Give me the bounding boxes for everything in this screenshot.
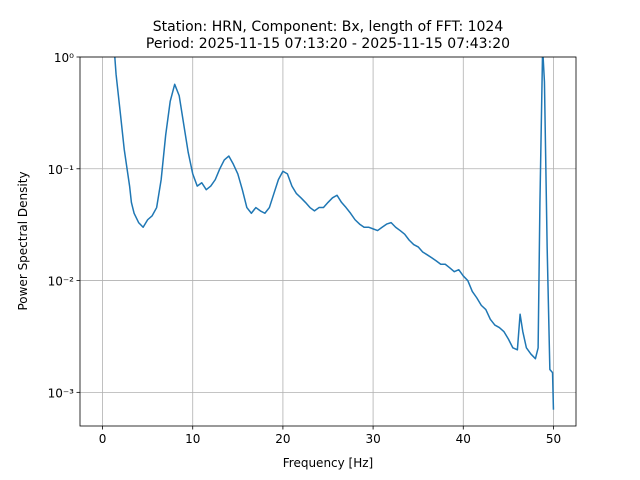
y-tick-label: 10⁻² <box>48 275 75 289</box>
plot-frame <box>79 56 577 427</box>
x-tick-label: 20 <box>275 432 290 446</box>
x-tick-label: 50 <box>546 432 561 446</box>
x-tick-label: 30 <box>365 432 380 446</box>
y-tick-label: 10⁻³ <box>48 386 75 400</box>
chart-title: Station: HRN, Component: Bx, length of F… <box>153 19 504 35</box>
x-tick-label: 40 <box>456 432 471 446</box>
chart-subtitle: Period: 2025-11-15 07:13:20 - 2025-11-15… <box>146 36 510 52</box>
data-line <box>114 57 555 410</box>
x-tick-label: 10 <box>185 432 200 446</box>
x-tick-label: 0 <box>99 432 107 446</box>
y-axis-label: Power Spectral Density <box>16 171 30 310</box>
y-tick-label: 10⁰ <box>54 51 74 65</box>
x-axis-label: Frequency [Hz] <box>283 456 374 470</box>
y-tick-label: 10⁻¹ <box>48 163 75 177</box>
